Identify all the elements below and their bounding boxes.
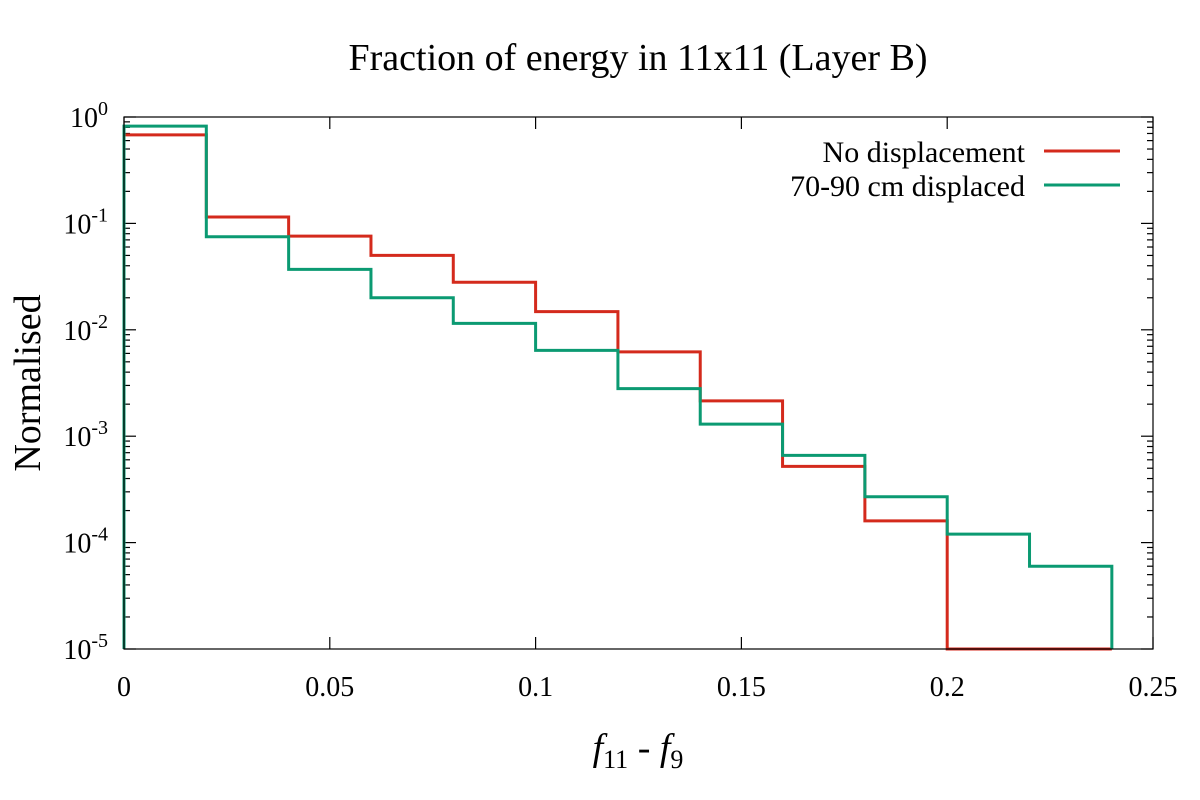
y-tick-exponent: -1 bbox=[91, 204, 108, 226]
chart-title: Fraction of energy in 11x11 (Layer B) bbox=[349, 37, 928, 79]
legend-label-displaced: 70-90 cm displaced bbox=[790, 170, 1025, 203]
series-line-no-displacement[interactable] bbox=[122, 133, 1112, 651]
y-tick-base: 10 bbox=[63, 209, 91, 240]
y-tick-base: 10 bbox=[63, 529, 91, 560]
y-tick-label: 10-3 bbox=[63, 417, 108, 453]
x-tick-label: 0.15 bbox=[717, 672, 766, 703]
y-tick-label: 10-5 bbox=[63, 630, 108, 666]
x-axis-label: f11 - f9 bbox=[593, 727, 684, 774]
y-tick-exponent: -4 bbox=[91, 524, 108, 546]
series-line-70-90-cm-displaced[interactable] bbox=[122, 124, 1114, 649]
y-tick-exponent: -2 bbox=[91, 311, 108, 333]
y-tick-exponent: -3 bbox=[91, 417, 108, 439]
x-axis-label-sub1: 11 bbox=[603, 745, 628, 774]
legend-entry-no-displacement[interactable]: No displacement bbox=[823, 136, 1120, 169]
x-tick-label: 0 bbox=[117, 672, 131, 703]
x-tick-label: 0.05 bbox=[305, 672, 354, 703]
plot-frame bbox=[123, 116, 1154, 650]
y-axis-label: Normalised bbox=[7, 294, 49, 471]
y-tick-label: 10-2 bbox=[63, 311, 108, 347]
y-tick-label: 100 bbox=[70, 98, 108, 134]
y-tick-label: 10-1 bbox=[63, 204, 108, 240]
x-tick-label: 0.1 bbox=[518, 672, 553, 703]
x-axis-label-minus: - bbox=[628, 727, 660, 769]
y-tick-exponent: -5 bbox=[91, 630, 108, 652]
x-axis-label-sub2: 9 bbox=[670, 745, 683, 774]
y-tick-label: 10-4 bbox=[63, 524, 108, 560]
y-tick-base: 10 bbox=[63, 422, 91, 453]
y-tick-base: 10 bbox=[70, 103, 98, 134]
legend-label-no-displacement: No displacement bbox=[823, 136, 1026, 169]
x-tick-label: 0.2 bbox=[930, 672, 965, 703]
y-tick-exponent: 0 bbox=[98, 98, 108, 120]
y-tick-base: 10 bbox=[63, 316, 91, 347]
legend-entry-displaced[interactable]: 70-90 cm displaced bbox=[790, 170, 1120, 203]
y-tick-base: 10 bbox=[63, 635, 91, 666]
series-group bbox=[122, 124, 1114, 651]
legend: No displacement 70-90 cm displaced bbox=[790, 136, 1120, 203]
x-tick-label: 0.25 bbox=[1129, 672, 1178, 703]
x-tick-labels: 0 0.05 0.1 0.15 0.2 0.25 bbox=[117, 672, 1178, 703]
